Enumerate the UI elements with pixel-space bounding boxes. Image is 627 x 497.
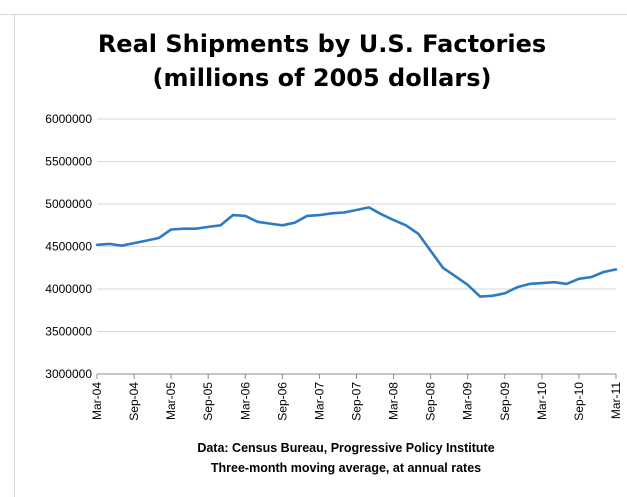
frame-border-left (14, 14, 15, 497)
x-tick-label: Sep-10 (572, 382, 586, 421)
x-tick-labels: Mar-04 Sep-04 Mar-05 Sep-05 Mar-06 Sep-06 Mar-… (90, 382, 623, 421)
x-tick-label: Sep-05 (201, 382, 215, 421)
source-note: Data: Census Bureau, Progressive Policy … (197, 441, 494, 455)
chart-title-line-1: Real Shipments by U.S. Factories (98, 30, 546, 58)
series-layer (95, 206, 618, 298)
series-line (95, 206, 618, 298)
gridlines (97, 118, 616, 332)
x-tick-label: Mar-04 (90, 382, 104, 420)
x-tick-label: Mar-06 (238, 382, 252, 420)
x-tick-label: Sep-06 (275, 382, 289, 421)
x-tick-label: Mar-07 (312, 382, 326, 420)
frame-border-top (0, 14, 627, 15)
x-tick-label: Mar-08 (387, 382, 401, 420)
y-tick-label: 6000000 (45, 112, 92, 126)
y-tick-label: 3000000 (45, 367, 92, 381)
y-tick-label: 5000000 (45, 197, 92, 211)
method-note: Three-month moving average, at annual ra… (211, 461, 481, 475)
x-tick-label: Sep-09 (498, 382, 512, 421)
y-tick-labels: 6000000 5500000 5000000 4500000 4000000 35000… (45, 112, 92, 381)
y-tick-label: 3500000 (45, 325, 92, 339)
x-tick-label: Sep-08 (424, 382, 438, 421)
x-tick-label: Sep-04 (127, 382, 141, 421)
x-tick-label: Mar-05 (164, 382, 178, 420)
x-tick-label: Mar-09 (461, 382, 475, 420)
y-tick-label: 4500000 (45, 240, 92, 254)
axes (96, 373, 617, 379)
x-tick-label: Sep-07 (350, 382, 364, 421)
x-tick-label: Mar-10 (535, 382, 549, 420)
y-tick-label: 4000000 (45, 282, 92, 296)
y-tick-label: 5500000 (45, 155, 92, 169)
x-tick-label: Mar-11 (609, 382, 623, 419)
chart-title-line-2: (millions of 2005 dollars) (153, 64, 492, 92)
